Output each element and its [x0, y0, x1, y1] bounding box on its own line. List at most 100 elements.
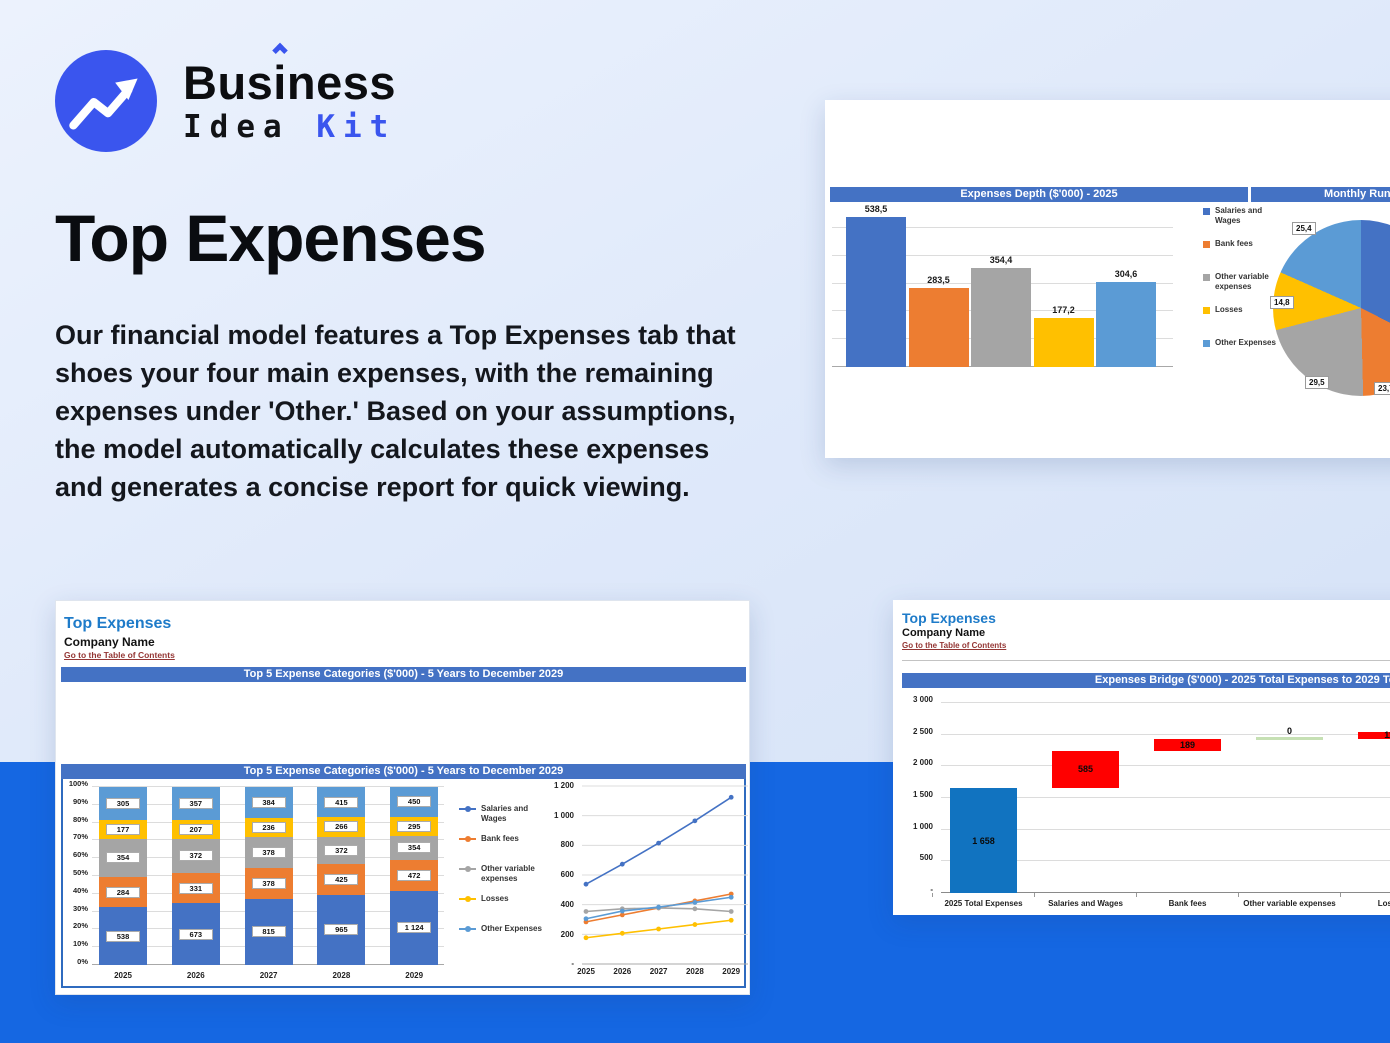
legend-item: Other variable expenses — [1203, 272, 1283, 305]
table-of-contents-link[interactable]: Go to the Table of Contents — [902, 641, 1007, 650]
brand-kit: Kit — [316, 109, 397, 145]
legend-item: Bank fees — [1203, 239, 1283, 272]
y-axis-label: 200 — [560, 929, 574, 939]
y-axis-label: 2 000 — [912, 758, 933, 768]
x-axis-label: Salaries and Wages — [1048, 899, 1123, 908]
top5-chart-legend: Salaries and Wages Bank fees Other variabl… — [459, 804, 547, 954]
waterfall-data-label: 118 — [1384, 730, 1390, 741]
segment-data-label: 378 — [251, 877, 286, 889]
bar-Other variable expenses — [971, 268, 1031, 367]
x-axis-tick — [932, 893, 933, 897]
waterfall-data-label: 189 — [1179, 739, 1196, 750]
legend-marker-icon — [459, 866, 476, 872]
segment-data-label: 1 124 — [397, 922, 432, 934]
segment-data-label: 538 — [106, 930, 140, 942]
y-axis-label: 10% — [72, 939, 88, 949]
waterfall-bar-Bank fees — [1154, 738, 1221, 751]
y-axis-label: 100% — [68, 779, 88, 788]
gridline — [941, 702, 1390, 703]
brand-top-post: ness — [286, 56, 396, 109]
legend-marker-icon — [1203, 274, 1210, 281]
waterfall-data-label: 0 — [1286, 725, 1292, 736]
bar-Losses — [1033, 317, 1094, 367]
segment-data-label: 965 — [324, 924, 359, 936]
x-axis-label: 2028 — [332, 971, 351, 980]
legend-label: Losses — [1215, 305, 1243, 314]
pie-label-bank-fees: 23,7 — [1374, 382, 1390, 395]
legend-item: Salaries and Wages — [459, 804, 547, 834]
company-name: Company Name — [902, 627, 986, 639]
pie-label-other-variable: 29,5 — [1305, 376, 1329, 389]
gridline — [941, 828, 1390, 830]
gridline — [92, 786, 444, 787]
segment-data-label: 372 — [324, 844, 359, 856]
brand-logo: Busi ness Idea Kit — [55, 42, 396, 152]
page-title: Top Expenses — [55, 201, 487, 275]
bar-data-label: 538,5 — [864, 204, 888, 215]
segment-data-label: 305 — [106, 797, 140, 809]
segment-data-label: 295 — [397, 820, 432, 832]
legend-marker-icon — [459, 926, 476, 932]
segment-data-label: 378 — [251, 847, 286, 859]
legend-label: Other Expenses — [481, 924, 542, 933]
segment-data-label: 177 — [106, 823, 140, 835]
table-of-contents-link[interactable]: Go to the Table of Contents — [64, 650, 175, 660]
y-axis-label: 50% — [72, 868, 88, 877]
x-axis-tick — [1238, 893, 1239, 897]
segment-data-label: 266 — [324, 821, 359, 833]
legend-marker-icon — [459, 896, 476, 902]
y-axis-label: 20% — [72, 921, 88, 931]
gridline — [941, 797, 1390, 798]
y-axis-label: 90% — [72, 796, 88, 806]
y-axis-label: 1 200 — [553, 781, 574, 790]
bar-data-label: 283,5 — [927, 275, 950, 286]
stacked-chart-y-axis: 100% 90% 80% 70% 60% 50% 40% 30% 20% 10% 0% — [62, 779, 88, 966]
legend-marker-icon — [1203, 208, 1210, 215]
x-axis-label: 2026 — [613, 967, 632, 976]
brand-name-bottom: Idea Kit — [183, 112, 396, 143]
screenshot-expenses-depth: Expenses Depth ($'000) - 2025 Monthly Ru… — [825, 100, 1390, 458]
legend-label: Other variable expenses — [1215, 272, 1269, 291]
chart-title-monthly-run-rate: Monthly Run-Rate ($'000 — [1251, 187, 1390, 202]
legend-item: Losses — [459, 894, 547, 924]
bar-data-label: 177,2 — [1052, 304, 1075, 315]
segment-data-label: 207 — [178, 823, 213, 835]
segment-data-label: 815 — [251, 926, 286, 938]
screenshot-top5-expense-categories: Top Expenses Company Name Go to the Tabl… — [55, 600, 750, 995]
axis-baseline — [941, 892, 1390, 893]
waterfall-bar-Salaries and Wages — [1052, 750, 1119, 788]
legend-item: Other Expenses — [1203, 338, 1283, 371]
segment-data-label: 415 — [324, 796, 359, 808]
legend-item: Bank fees — [459, 834, 547, 864]
y-axis-label: 40% — [72, 885, 88, 895]
segment-data-label: 450 — [397, 796, 432, 808]
y-axis-label: 70% — [72, 832, 88, 842]
expenses-depth-legend: Salaries and Wages Bank fees Other variabl… — [1203, 206, 1283, 371]
brand-name-top: Busi ness — [183, 42, 396, 109]
line-chart-y-axis: 1 200 1 000 800 600 400 200 - — [524, 781, 574, 971]
legend-marker-icon — [1203, 340, 1210, 347]
line-chart — [582, 785, 748, 965]
bar-data-label: 354,4 — [989, 255, 1013, 266]
brand-top-pre: Bus — [183, 56, 274, 109]
legend-label: Other Expenses — [1215, 338, 1276, 347]
x-axis-label: 2029 — [405, 971, 424, 980]
legend-label: Losses — [481, 894, 509, 903]
pie-label-other-expenses: 25,4 — [1292, 222, 1316, 235]
legend-marker-icon — [459, 806, 476, 812]
y-axis-label: 60% — [72, 850, 88, 860]
bar-Salaries and Wages — [846, 217, 906, 367]
company-name: Company Name — [64, 635, 155, 649]
y-axis-label: 3 000 — [912, 695, 933, 704]
legend-marker-icon — [1203, 241, 1210, 248]
waterfall-data-label: 585 — [1077, 764, 1094, 775]
chart-title-expenses-depth: Expenses Depth ($'000) - 2025 — [830, 187, 1248, 202]
segment-data-label: 331 — [178, 882, 213, 894]
waterfall-data-label: 1 658 — [972, 835, 995, 846]
chart-title-bridge: Expenses Bridge ($'000) - 2025 Total Exp… — [902, 673, 1390, 688]
waterfall-bar-Other variable expenses — [1256, 736, 1323, 740]
x-axis-label: 2025 — [577, 967, 595, 976]
gridline — [832, 226, 1173, 228]
x-axis-label: 2028 — [685, 967, 704, 976]
segment-data-label: 357 — [178, 797, 213, 809]
